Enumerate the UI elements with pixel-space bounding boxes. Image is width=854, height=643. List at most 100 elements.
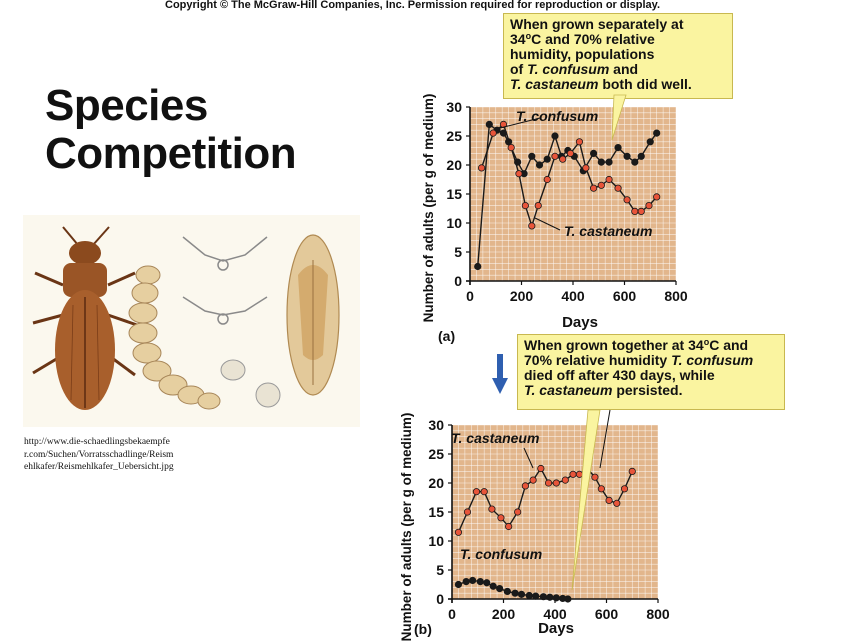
data-point-castaneum <box>544 479 553 487</box>
data-point-castaneum <box>480 488 488 496</box>
data-point-confusum <box>525 591 533 600</box>
annotation-leader-line <box>499 117 541 129</box>
data-point-castaneum <box>597 485 605 493</box>
data-point-confusum <box>489 582 497 590</box>
data-point-confusum <box>564 595 572 603</box>
y-tick-label: 10 <box>428 533 444 549</box>
data-point-castaneum <box>605 175 613 184</box>
y-tick-label: 30 <box>428 417 444 433</box>
data-point-confusum <box>528 152 536 160</box>
callout-a-temp: 34 <box>510 31 526 47</box>
data-point-confusum <box>551 132 559 140</box>
x-tick-label: 200 <box>492 606 516 622</box>
data-point-castaneum <box>505 522 513 531</box>
x-tick-label: 400 <box>543 606 567 622</box>
callout-a-line-2: 34oC and 70% relative <box>510 32 726 47</box>
x-axis-label: Days <box>562 314 598 331</box>
data-point-confusum <box>646 138 654 146</box>
data-point-confusum <box>468 576 477 585</box>
callout-b-species-2: T. castaneum <box>524 382 613 398</box>
y-axis-label: Number of adults (per g of medium) <box>421 94 436 323</box>
data-point-castaneum <box>561 476 569 484</box>
series-annotation: T. confusum <box>460 546 542 562</box>
data-point-castaneum <box>515 170 523 178</box>
data-point-castaneum <box>605 496 613 504</box>
callout-a-of: of <box>510 61 528 77</box>
y-tick-label: 25 <box>446 128 462 144</box>
data-point-castaneum <box>521 202 529 210</box>
x-axis-label: Days <box>538 620 574 637</box>
data-point-castaneum <box>569 470 577 478</box>
data-point-castaneum <box>614 184 622 192</box>
data-point-castaneum <box>637 207 645 215</box>
callout-b-text-1: When grown together at 34 <box>524 337 704 353</box>
data-point-castaneum <box>507 144 515 152</box>
data-point-castaneum <box>582 164 590 172</box>
callout-b-line-1: When grown together at 34oC and <box>524 338 778 353</box>
x-tick-label: 0 <box>448 606 456 622</box>
data-point-castaneum <box>631 207 639 215</box>
callout-pointer <box>611 94 627 141</box>
larva-image <box>128 265 221 410</box>
data-point-castaneum <box>488 505 496 513</box>
image-source-url: http://www.die-schaedlingsbekaempfer.com… <box>24 437 174 472</box>
y-tick-label: 25 <box>428 446 444 462</box>
data-point-confusum <box>589 149 598 157</box>
copyright-notice: Copyright © The McGraw-Hill Companies, I… <box>165 0 661 11</box>
callout-a-species-1: T. confusum <box>527 61 610 77</box>
data-point-castaneum <box>575 138 584 146</box>
data-point-confusum <box>623 152 631 160</box>
callout-pointer <box>571 409 601 591</box>
data-point-confusum <box>496 584 504 593</box>
y-tick-label: 30 <box>446 99 462 115</box>
data-point-castaneum <box>653 193 661 201</box>
data-point-confusum <box>454 580 463 589</box>
chart-panel-a: 0 5 10 15 20 25 30 0 200 400 600 800 Days Number of a… <box>421 94 688 344</box>
small-detail-images <box>220 359 281 408</box>
data-point-castaneum <box>645 202 653 210</box>
data-point-castaneum <box>454 528 463 536</box>
data-point-castaneum <box>477 164 486 172</box>
y-tick-label: 5 <box>454 244 462 260</box>
y-tick-label: 5 <box>436 562 444 578</box>
data-point-castaneum <box>537 464 545 473</box>
data-point-confusum <box>483 579 491 587</box>
callout-b-end: persisted. <box>612 382 683 398</box>
data-point-confusum <box>503 587 511 596</box>
title-line-1: Species <box>45 81 208 130</box>
data-point-confusum <box>539 593 548 601</box>
data-point-castaneum <box>623 196 631 204</box>
data-point-castaneum <box>620 485 629 493</box>
pupa-image <box>286 234 340 396</box>
annotation-leader-line <box>599 409 611 469</box>
data-point-castaneum <box>551 152 559 160</box>
data-point-confusum <box>532 592 540 600</box>
callout-together-growth: When grown together at 34oC and 70% rela… <box>517 334 785 410</box>
down-arrow-icon <box>492 354 508 394</box>
data-point-confusum <box>614 144 622 152</box>
beetle-illustration <box>23 215 360 427</box>
data-point-castaneum <box>543 175 551 184</box>
data-point-confusum <box>637 152 645 160</box>
data-point-castaneum <box>472 488 481 496</box>
panel-label: (a) <box>438 328 455 344</box>
annotation-leader-line <box>523 447 534 469</box>
data-point-confusum <box>511 589 519 597</box>
series-annotation: T. castaneum <box>451 430 539 446</box>
y-tick-label: 15 <box>446 186 462 202</box>
data-point-confusum <box>474 262 482 271</box>
data-point-confusum <box>535 161 544 169</box>
y-tick-label: 0 <box>454 273 462 289</box>
callout-a-and: and <box>609 61 639 77</box>
callout-a-text: C and 70% relative <box>531 31 655 47</box>
data-point-castaneum <box>463 508 472 516</box>
adult-beetle-image <box>32 226 138 410</box>
callout-separate-growth: When grown separately at 34oC and 70% re… <box>503 13 733 99</box>
data-point-confusum <box>597 158 605 166</box>
callout-b-species-1: T. confusum <box>671 352 754 368</box>
data-point-castaneum <box>597 181 605 189</box>
callout-a-line-3: humidity, populations <box>510 46 655 62</box>
callout-b-line-4: T. castaneum persisted. <box>524 383 778 398</box>
data-point-castaneum <box>559 155 567 163</box>
